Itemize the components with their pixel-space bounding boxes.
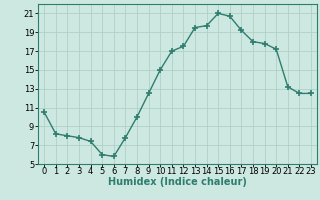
X-axis label: Humidex (Indice chaleur): Humidex (Indice chaleur) — [108, 177, 247, 187]
